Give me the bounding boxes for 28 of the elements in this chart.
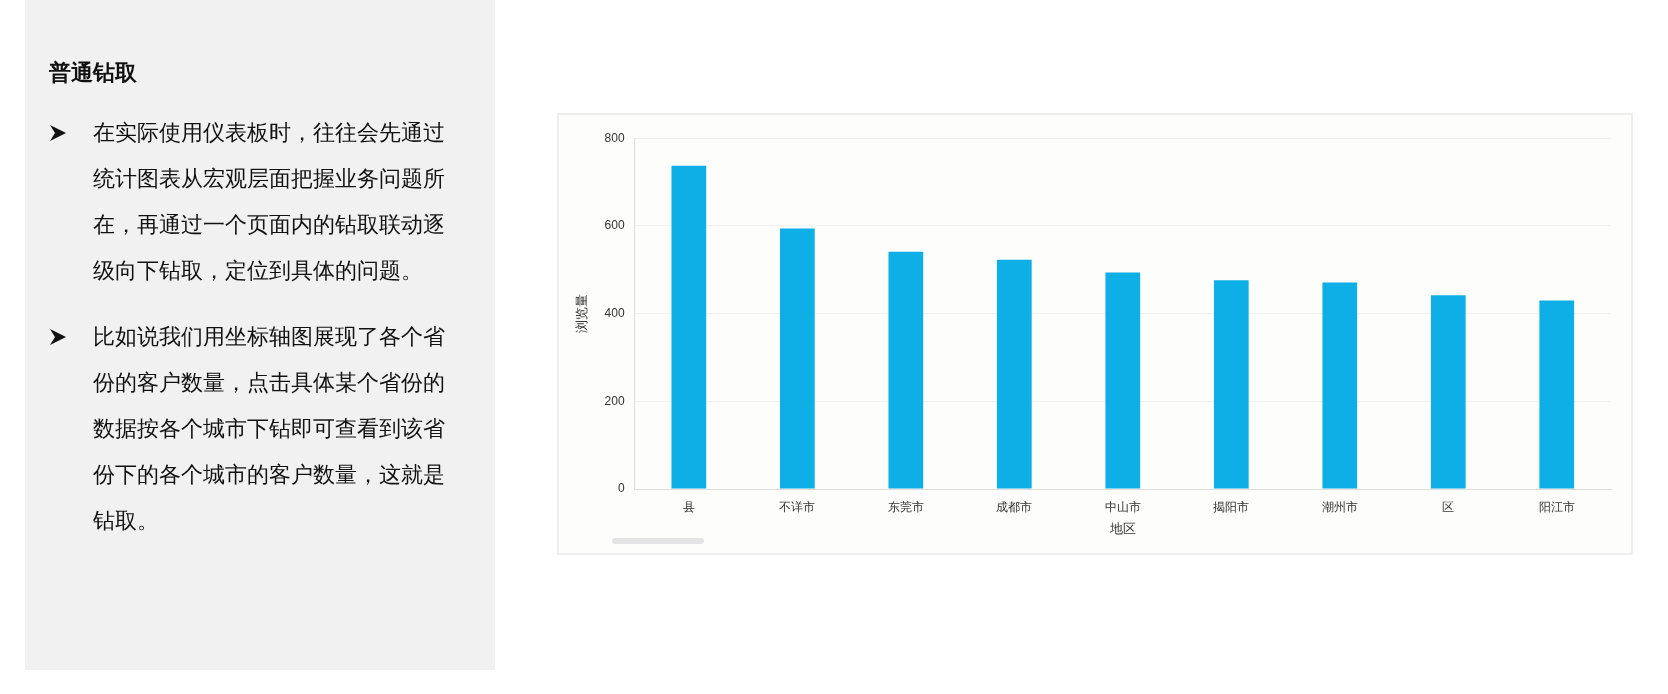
bar (888, 251, 924, 489)
bar (1213, 280, 1249, 489)
x-tick-label: 县 (682, 499, 695, 514)
bar (671, 165, 707, 489)
y-tick-label: 800 (604, 130, 625, 145)
bar (1322, 282, 1358, 489)
text: 在实际使用仪表板时，往往会先通过统计图表从宏观层面把握业务问题所在，再通过一个页面内的钻取联动逐级向下钻取，定位到具体的问题。 (93, 120, 445, 283)
x-tick-label: 东莞市 (887, 499, 924, 514)
bar (1430, 295, 1466, 489)
x-tick-label: 揭阳市 (1213, 499, 1250, 514)
y-tick-label: 400 (604, 305, 625, 320)
bar (1105, 272, 1141, 489)
bar (779, 228, 815, 489)
x-tick-label: 不详市 (779, 499, 816, 514)
bar (996, 259, 1032, 489)
y-tick-label: 600 (604, 218, 625, 233)
x-tick-label: 中山市 (1104, 499, 1141, 514)
y-tick-label: 200 (604, 393, 625, 408)
x-tick-label: 阳江市 (1538, 499, 1575, 514)
y-axis-title: 浏览量 (574, 294, 590, 334)
x-tick-label: 区 (1442, 499, 1455, 514)
y-tick-label: 0 (617, 481, 625, 496)
x-tick-label: 成都市 (996, 499, 1033, 514)
bar (1539, 300, 1575, 489)
text: 普通钻取 (49, 59, 138, 87)
text: 比如说我们用坐标轴图展现了各个省份的客户数量，点击具体某个省份的数据按各个城市下钻即可查看到该省份下的各个城市的客户数量，这就是钻取。 (93, 324, 445, 533)
x-axis-title: 地区 (1108, 520, 1136, 536)
x-tick-label: 潮州市 (1321, 499, 1358, 514)
